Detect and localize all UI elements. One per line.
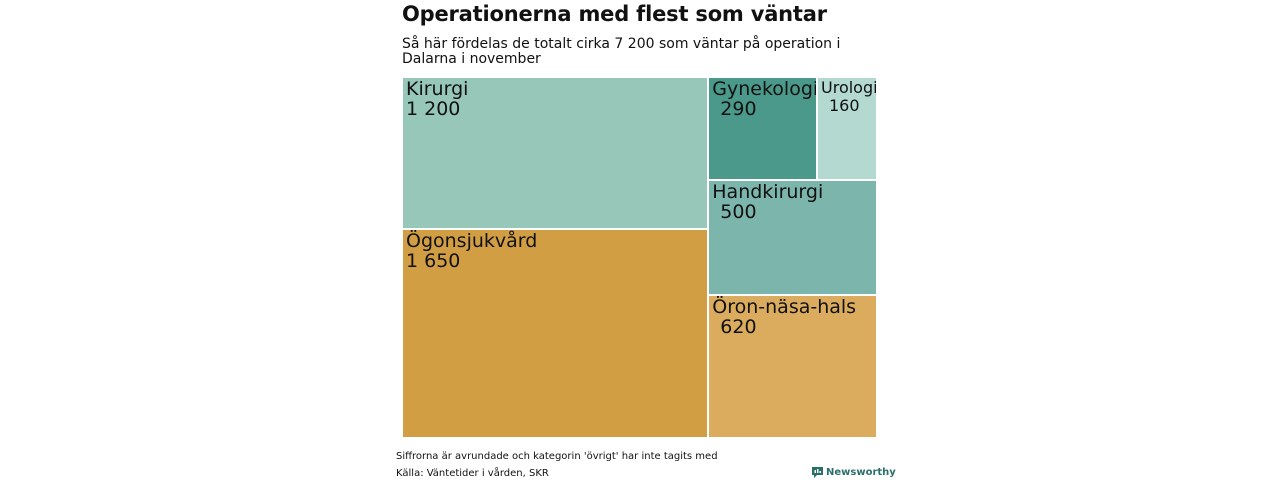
tile-value-gynekologi: 290 [720,98,757,120]
newsworthy-logo-icon [812,467,823,478]
brand-name: Newsworthy [826,466,896,478]
treemap-tile-kirurgi: Kirurgi 1 200 [402,77,709,229]
tile-label-gynekologi: Gynekologi [712,78,817,100]
tile-label-handkirurgi: Handkirurgi [712,181,824,204]
treemap-tile-oron-nasa-hals: Öron-näsa-hals 620 [708,295,877,438]
chart-subtitle: Så här fördelas de totalt cirka 7 200 so… [402,36,841,67]
tile-value-oron-nasa-hals: 620 [720,316,757,339]
treemap-chart: Kirurgi 1 200 Ögonsjukvård 1 650 Gynekologi 2… [402,77,877,438]
tile-value-kirurgi: 1 200 [406,98,461,120]
treemap-tile-urologi: Urologi 160 [817,77,877,181]
treemap-tile-ogonsjukvard: Ögonsjukvård 1 650 [402,229,709,438]
treemap-tile-gynekologi: Gynekologi 290 [708,77,817,181]
tile-value-ogonsjukvard: 1 650 [406,250,461,272]
tile-value-urologi: 160 [829,96,860,115]
tile-label-kirurgi: Kirurgi [406,78,469,100]
footnote: Siffrorna är avrundade och kategorin 'öv… [396,451,718,462]
source-note: Källa: Väntetider i vården, SKR [396,468,549,479]
tile-label-oron-nasa-hals: Öron-näsa-hals [712,296,857,319]
tile-label-urologi: Urologi [821,78,877,97]
treemap-tile-handkirurgi: Handkirurgi 500 [708,180,877,296]
tile-label-ogonsjukvard: Ögonsjukvård [406,230,538,252]
chart-title: Operationerna med flest som väntar [402,2,827,26]
tile-value-handkirurgi: 500 [720,201,757,224]
newsworthy-logo: Newsworthy [812,466,896,478]
